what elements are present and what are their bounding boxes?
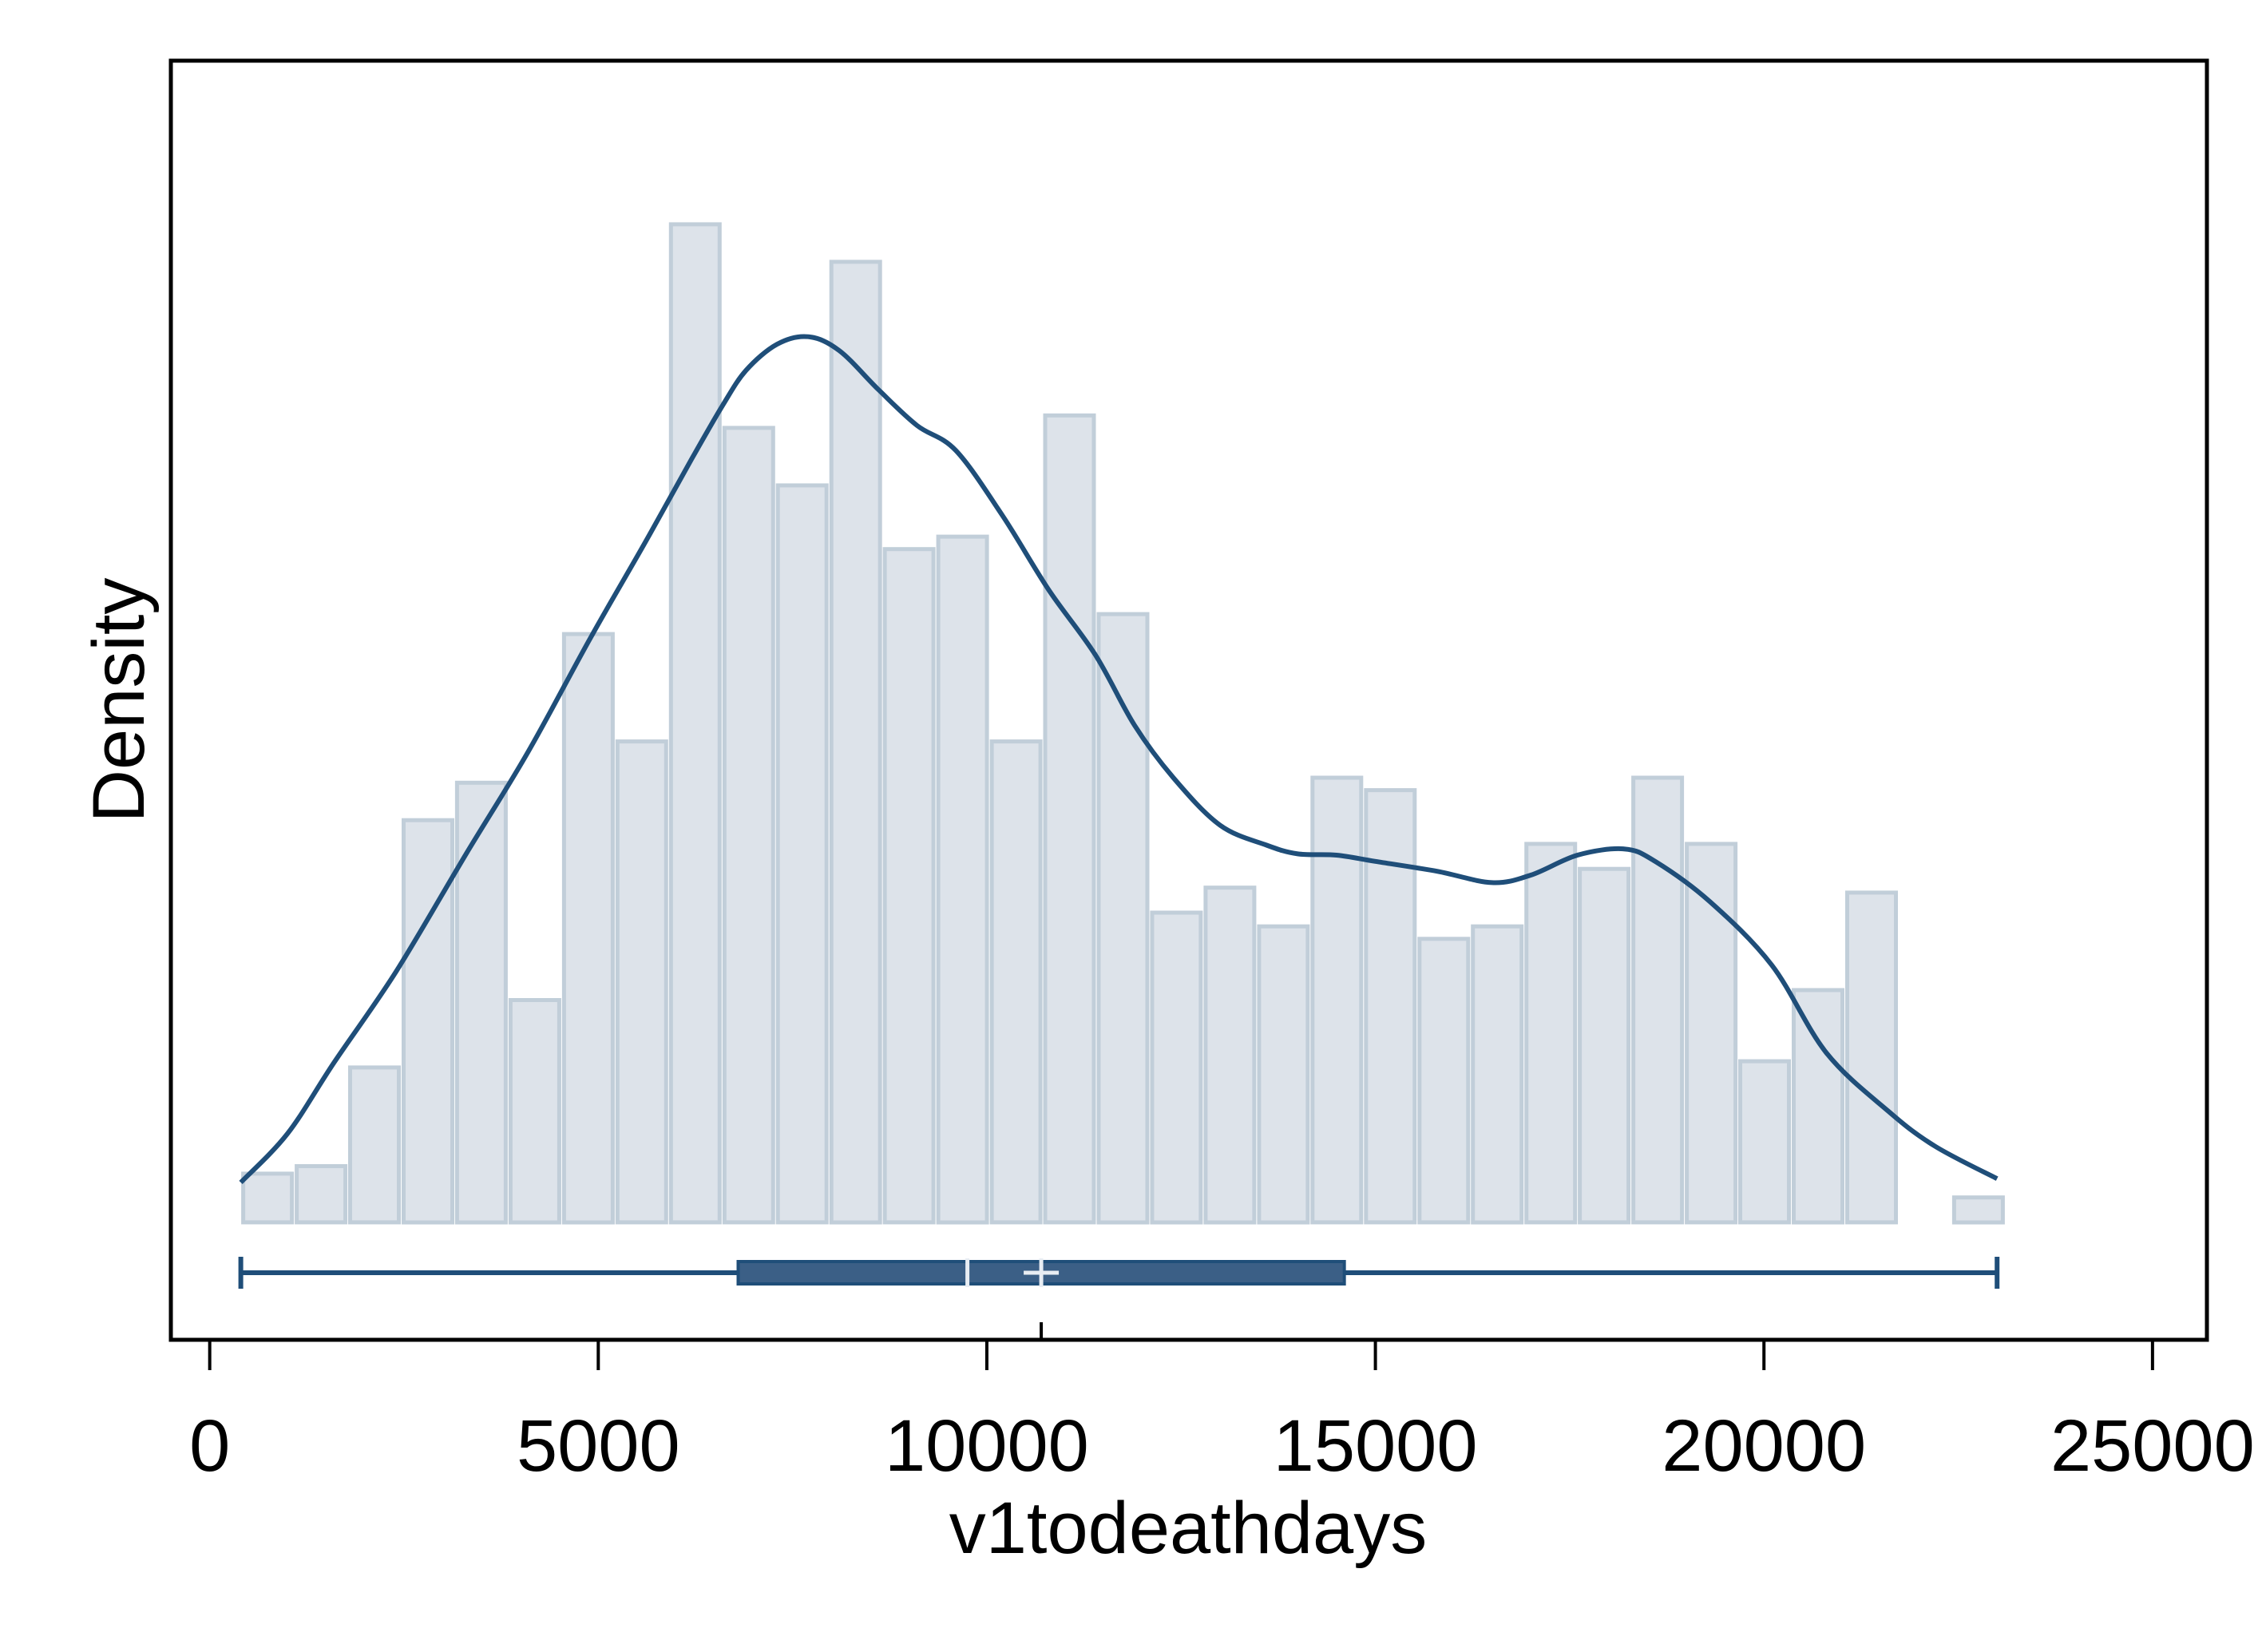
histogram-bar: [1524, 842, 1578, 1225]
x-tick-label: 5000: [517, 1405, 680, 1487]
histogram-bar: [241, 1171, 295, 1225]
histogram-bar: [1417, 937, 1471, 1225]
histogram-bar: [1685, 842, 1738, 1225]
histogram-bar: [508, 998, 561, 1225]
histogram-bar: [1310, 775, 1364, 1225]
x-tick-label: 0: [189, 1405, 230, 1487]
histogram-bar: [348, 1065, 401, 1225]
y-axis-label: Density: [78, 578, 160, 823]
histogram-bar: [668, 222, 722, 1225]
x-axis-label: v1todeathdays: [949, 1488, 1427, 1569]
histogram-bar: [615, 739, 668, 1225]
histogram-bar: [402, 818, 454, 1225]
histogram-bar: [1951, 1195, 2005, 1225]
histogram-bar: [1150, 910, 1203, 1225]
histogram-bar: [882, 547, 936, 1225]
histogram-bar: [1257, 924, 1310, 1225]
histogram-bar: [1471, 924, 1524, 1225]
histogram-bars: [241, 222, 2005, 1225]
density-curve-layer: [239, 334, 1999, 1184]
density-curve: [239, 334, 1999, 1184]
histogram-bar: [1631, 775, 1685, 1225]
histogram-bar: [1364, 788, 1417, 1225]
histogram-bar: [1792, 988, 1844, 1225]
histogram-bar: [1096, 612, 1150, 1225]
histogram-bar: [1203, 885, 1257, 1225]
histogram-bar: [561, 632, 615, 1225]
histogram-bar: [1043, 413, 1096, 1225]
histogram-bar: [1738, 1059, 1791, 1225]
histogram-bar: [722, 426, 775, 1225]
x-tick-label: 15000: [1274, 1405, 1478, 1487]
histogram-bar: [775, 483, 829, 1225]
x-axis: 0 5000 10000 15000 20000 25000: [171, 1337, 2255, 1487]
histogram-bar: [829, 259, 882, 1225]
histogram-bar: [454, 780, 508, 1225]
x-tick-label: 10000: [885, 1405, 1089, 1487]
histogram-bar: [936, 534, 989, 1225]
x-tick-label: 25000: [2050, 1405, 2255, 1487]
histogram-bar: [1845, 890, 1898, 1225]
histogram-bar: [1578, 866, 1631, 1225]
histogram-bar: [295, 1164, 348, 1225]
x-tick-label: 20000: [1662, 1405, 1866, 1487]
histogram-bar: [989, 739, 1043, 1225]
boxplot: [238, 1257, 2000, 1340]
